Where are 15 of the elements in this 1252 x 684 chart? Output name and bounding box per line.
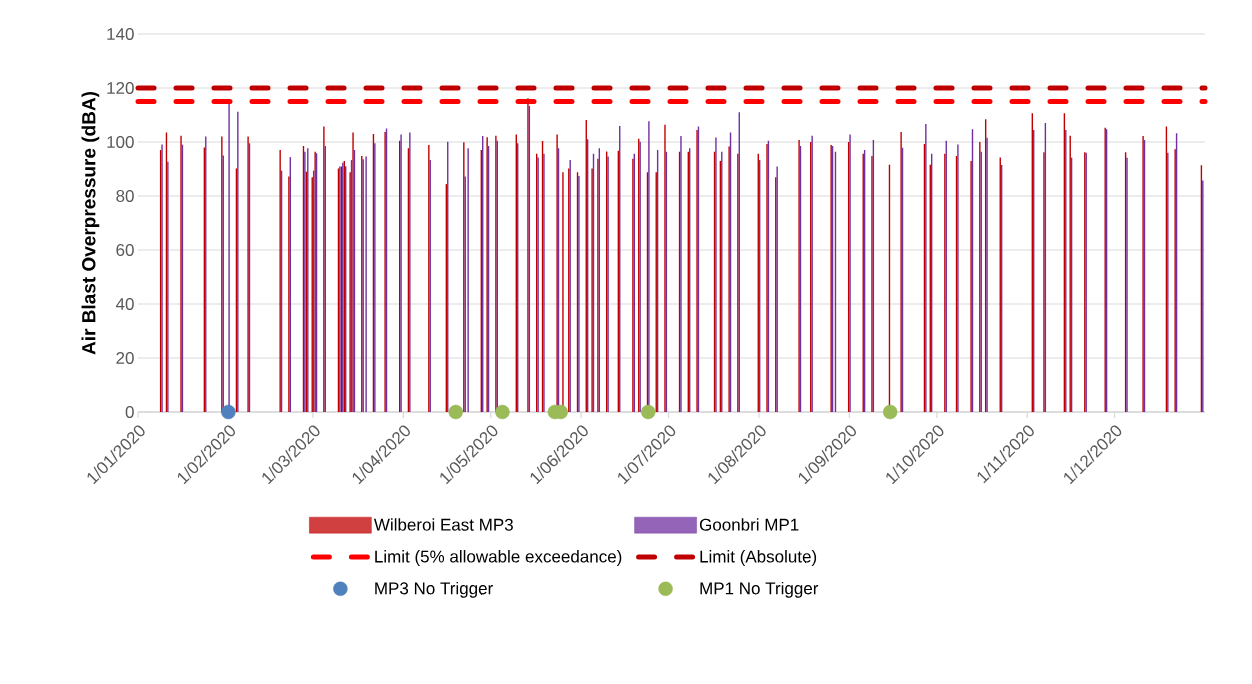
y-axis-title: Air Blast Overpressure (dBA) bbox=[81, 91, 100, 355]
y-tick-label: 60 bbox=[116, 243, 134, 257]
legend-label: MP3 No Trigger bbox=[375, 581, 493, 598]
legend-label: MP1 No Trigger bbox=[700, 581, 819, 598]
y-tick-label: 20 bbox=[116, 351, 134, 365]
legend-label: Goonbri MP1 bbox=[699, 518, 799, 531]
y-tick-label: 140 bbox=[107, 27, 134, 41]
y-tick-label: 100 bbox=[107, 135, 134, 149]
legend-label: Wilberoi East MP3 bbox=[373, 518, 513, 531]
y-tick-label: 40 bbox=[115, 297, 134, 311]
y-tick-label: 120 bbox=[107, 81, 134, 95]
legend-label: Limit (5% allowable exceedance) bbox=[375, 550, 622, 566]
y-tick-label: 80 bbox=[116, 189, 134, 203]
legend-label: Limit (Absolute) bbox=[700, 550, 817, 566]
y-tick-label: 0 bbox=[125, 405, 134, 419]
